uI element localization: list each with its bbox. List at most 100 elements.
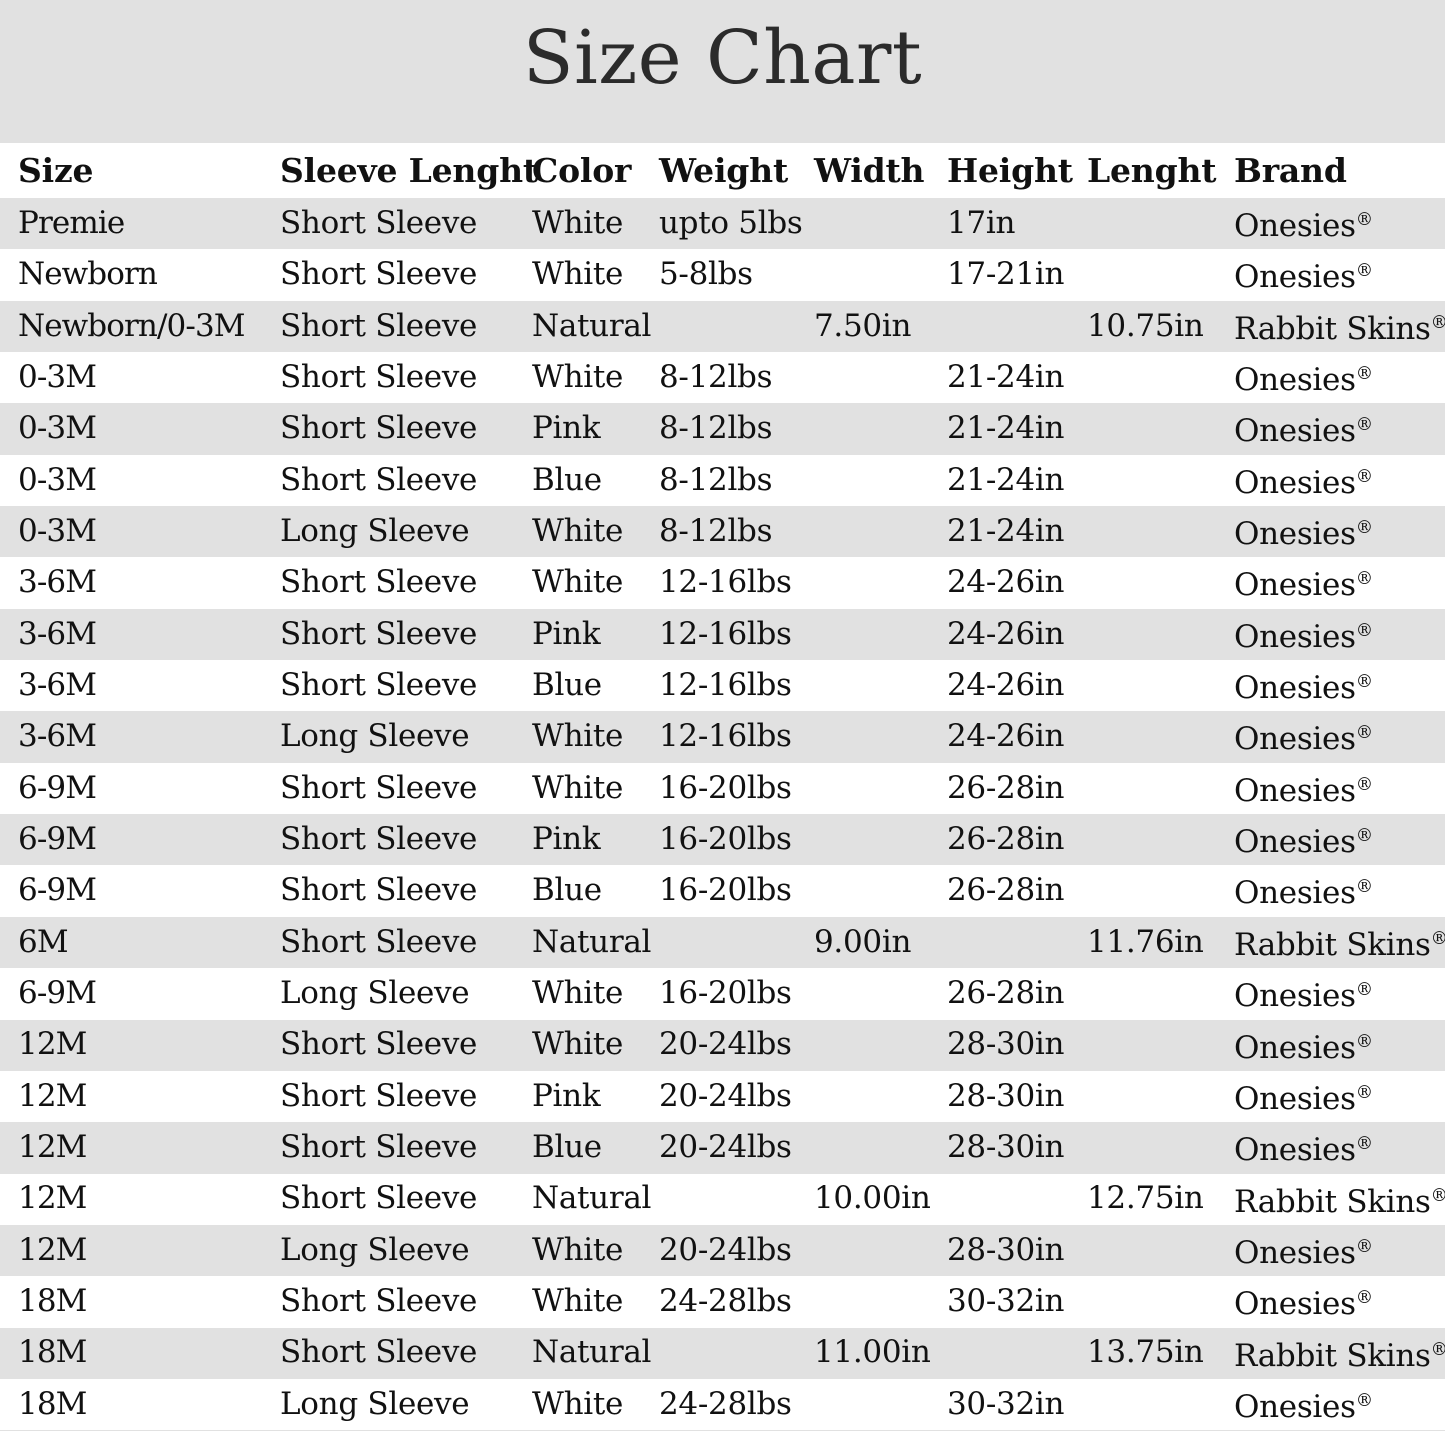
cell-sleeve: Short Sleeve (280, 1129, 478, 1166)
cell-height: 28-30in (947, 1026, 1065, 1063)
table-header: Size Sleeve Lenght Color Weight Width He… (0, 143, 1445, 198)
cell-width (796, 352, 929, 403)
table-row: 3-6M Short Sleeve White 12-16lbs 24-26in Ones… (0, 557, 1445, 609)
registered-trademark-icon: ® (1355, 1390, 1374, 1411)
cell-brand: Onesies® (1234, 721, 1374, 758)
cell-lenght (1069, 1122, 1216, 1173)
cell-size: 6M (18, 923, 69, 960)
cell-height (929, 301, 1069, 352)
cell-lenght (1069, 968, 1216, 1019)
cell-width (796, 660, 929, 711)
cell-sleeve: Short Sleeve (280, 666, 478, 703)
cell-weight: 8-12lbs (659, 461, 773, 498)
cell-height (929, 917, 1069, 968)
table-row: 12M Short Sleeve Blue 20-24lbs 28-30in Onesie… (0, 1122, 1445, 1174)
cell-brand: Rabbit Skins® (1216, 1328, 1445, 1379)
cell-width (796, 557, 929, 608)
cell-width (796, 1225, 929, 1276)
cell-weight: 12-16lbs (659, 615, 792, 652)
cell-size: 12M (18, 1129, 87, 1166)
cell-lenght (1069, 711, 1216, 762)
column-header-brand: Brand (1234, 151, 1347, 190)
column-header-lenght: Lenght (1087, 151, 1217, 190)
cell-color: White (532, 358, 624, 395)
registered-trademark-icon: ® (1355, 1236, 1374, 1257)
table-row: 18M Long Sleeve White 24-28lbs 30-32in Onesie… (0, 1378, 1445, 1431)
cell-brand: Onesies® (1234, 259, 1374, 296)
cell-height: 30-32in (947, 1283, 1065, 1320)
cell-lenght (1069, 1225, 1216, 1276)
cell-weight: 12-16lbs (659, 718, 792, 755)
registered-trademark-icon: ® (1355, 620, 1374, 641)
cell-color: Natural (532, 1180, 652, 1217)
cell-width (796, 403, 929, 454)
cell-color: Natural (532, 923, 652, 960)
registered-trademark-icon: ® (1430, 1185, 1445, 1206)
cell-lenght: 11.76in (1087, 923, 1204, 960)
cell-width (796, 609, 929, 660)
cell-brand: Onesies® (1234, 772, 1374, 809)
cell-brand: Onesies® (1234, 515, 1374, 552)
cell-height: 21-24in (947, 410, 1065, 447)
cell-width (796, 506, 929, 557)
registered-trademark-icon: ® (1355, 364, 1374, 385)
cell-color: Blue (532, 461, 602, 498)
cell-sleeve: Short Sleeve (280, 615, 478, 652)
cell-color: Blue (532, 872, 602, 909)
cell-weight (641, 1328, 796, 1379)
cell-size: 18M (18, 1283, 87, 1320)
cell-sleeve: Short Sleeve (280, 461, 478, 498)
cell-lenght (1069, 763, 1216, 814)
cell-color: Natural (532, 307, 652, 344)
cell-height: 21-24in (947, 512, 1065, 549)
cell-brand: Onesies® (1234, 207, 1374, 244)
cell-height: 26-28in (947, 821, 1065, 857)
cell-lenght: 13.75in (1087, 1334, 1204, 1371)
cell-sleeve: Short Sleeve (280, 358, 478, 395)
registered-trademark-icon: ® (1355, 723, 1374, 744)
cell-brand: Onesies® (1234, 875, 1374, 912)
cell-height: 24-26in (947, 666, 1065, 703)
page-title: Size Chart (522, 15, 923, 101)
cell-height (929, 1328, 1069, 1379)
cell-sleeve: Short Sleeve (280, 821, 478, 857)
cell-brand: Onesies® (1234, 823, 1374, 860)
cell-width: 9.00in (814, 923, 912, 960)
cell-size: 0-3M (18, 358, 97, 395)
cell-brand: Onesies® (1234, 618, 1374, 655)
cell-brand: Onesies® (1234, 567, 1374, 604)
cell-color: White (532, 718, 624, 755)
cell-width (796, 711, 929, 762)
cell-sleeve: Short Sleeve (280, 204, 478, 241)
registered-trademark-icon: ® (1355, 1082, 1374, 1103)
cell-weight: 16-20lbs (659, 975, 792, 1012)
cell-sleeve: Short Sleeve (280, 1180, 478, 1217)
table-row: 12M Short Sleeve Natural 10.00in 12.75in Rabb… (0, 1173, 1445, 1225)
cell-size: 3-6M (18, 615, 97, 652)
cell-size: Newborn (18, 256, 158, 293)
cell-sleeve: Short Sleeve (280, 410, 478, 447)
cell-brand: Onesies® (1234, 413, 1374, 450)
cell-size: 18M (18, 1385, 87, 1422)
cell-weight: 8-12lbs (659, 410, 773, 447)
cell-height: 28-30in (947, 1129, 1065, 1166)
cell-size: 12M (18, 1231, 87, 1268)
cell-lenght (1069, 557, 1216, 608)
table-row: 6M Short Sleeve Natural 9.00in 11.76in Rabbit… (0, 916, 1445, 969)
table-row: 12M Long Sleeve White 20-24lbs 28-30in Onesie… (0, 1224, 1445, 1277)
cell-sleeve: Long Sleeve (280, 975, 470, 1012)
cell-sleeve: Short Sleeve (280, 872, 478, 909)
cell-lenght (1069, 198, 1216, 249)
table-row: 3-6M Long Sleeve White 12-16lbs 24-26in Onesi… (0, 711, 1445, 763)
cell-sleeve: Long Sleeve (280, 718, 470, 755)
cell-size: Premie (18, 204, 125, 241)
cell-sleeve: Short Sleeve (280, 1077, 478, 1114)
cell-lenght (1069, 1020, 1216, 1071)
table-row: 12M Short Sleeve Pink 20-24lbs 28-30in Onesie… (0, 1070, 1445, 1123)
table-row: 6-9M Short Sleeve White 16-20lbs 26-28in Ones… (0, 762, 1445, 815)
cell-color: White (532, 512, 624, 549)
cell-color: White (532, 204, 624, 241)
cell-color: Pink (532, 1077, 601, 1114)
cell-sleeve: Short Sleeve (280, 1026, 478, 1063)
